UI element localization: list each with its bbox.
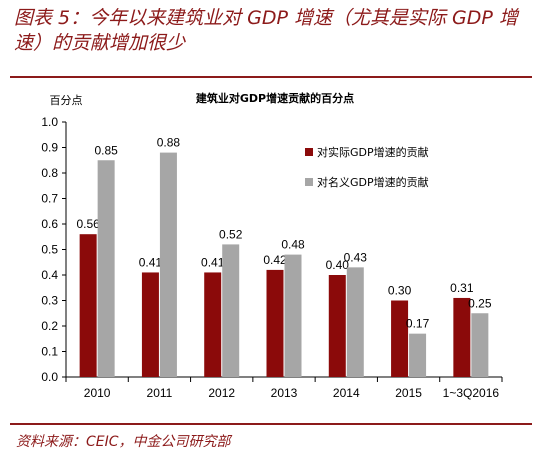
nominal-gdp-bar: [97, 160, 115, 377]
nominal-gdp-bar: [159, 152, 177, 377]
y-tick-label: 0.7: [41, 192, 58, 206]
y-tick-label: 0.5: [41, 243, 58, 257]
nominal-gdp-bar: [346, 267, 364, 377]
x-tick-label: 1~3Q2016: [443, 386, 500, 400]
x-tick-label: 2010: [84, 386, 111, 400]
nominal-gdp-data-label: 0.43: [344, 250, 368, 264]
real-gdp-data-label: 0.41: [201, 255, 225, 269]
bar-chart: 百分点 建筑业对GDP增速贡献的百分点 0.0 0.1 0.2 0.3 0.4 0.5 0.…: [41, 91, 503, 400]
y-tick-label: 0.9: [41, 141, 58, 155]
legend-swatch: [305, 178, 313, 186]
nominal-gdp-data-label: 0.25: [468, 296, 492, 310]
real-gdp-bar: [391, 300, 409, 377]
y-tick-label: 0.6: [41, 217, 58, 231]
nominal-gdp-data-label: 0.88: [157, 136, 181, 150]
real-gdp-data-label: 0.41: [139, 255, 163, 269]
nominal-gdp-bar: [284, 254, 302, 377]
x-tick-label: 2015: [395, 386, 422, 400]
nominal-gdp-data-label: 0.52: [219, 227, 243, 241]
x-tick-label: 2011: [147, 386, 173, 400]
nominal-gdp-bar: [471, 313, 489, 377]
real-gdp-data-label: 0.31: [450, 281, 474, 295]
y-tick-label: 0.0: [41, 370, 58, 384]
y-tick-label: 0.3: [41, 294, 58, 308]
nominal-gdp-data-label: 0.48: [281, 238, 305, 252]
real-gdp-data-label: 0.56: [76, 217, 100, 231]
real-gdp-bar: [141, 272, 159, 377]
real-gdp-data-label: 0.30: [388, 284, 412, 298]
x-tick-label: 2014: [333, 386, 360, 400]
legend-label: 对名义GDP增速的贡献: [317, 175, 429, 189]
y-tick-label: 0.2: [41, 319, 58, 333]
y-axis-unit-label: 百分点: [50, 94, 83, 107]
legend-swatch: [305, 148, 313, 156]
real-gdp-data-label: 0.40: [326, 258, 350, 272]
x-tick-label: 2013: [271, 386, 298, 400]
real-gdp-bar: [453, 297, 471, 377]
real-gdp-data-label: 0.42: [263, 253, 287, 267]
y-tick-label: 0.1: [41, 345, 58, 359]
real-gdp-bar: [328, 275, 346, 377]
nominal-gdp-data-label: 0.17: [406, 317, 430, 331]
y-tick-label: 1.0: [41, 115, 58, 129]
title-divider: [10, 76, 532, 78]
real-gdp-bar: [79, 234, 97, 377]
nominal-gdp-data-label: 0.85: [94, 143, 118, 157]
source-divider: [10, 423, 532, 425]
y-tick-label: 0.4: [41, 268, 58, 282]
legend-label: 对实际GDP增速的贡献: [317, 145, 429, 159]
figure-source: 资料来源：CEIC，中金公司研究部: [16, 434, 231, 450]
figure-title: 图表 5：今年以来建筑业对 GDP 增速（尤其是实际 GDP 增速）的贡献增加很…: [14, 7, 518, 54]
real-gdp-bar: [266, 269, 284, 377]
chart-title: 建筑业对GDP增速贡献的百分点: [196, 91, 354, 105]
x-tick-label: 2012: [208, 386, 235, 400]
real-gdp-bar: [204, 272, 222, 377]
y-tick-label: 0.8: [41, 166, 58, 180]
nominal-gdp-bar: [222, 244, 240, 377]
nominal-gdp-bar: [409, 333, 427, 377]
